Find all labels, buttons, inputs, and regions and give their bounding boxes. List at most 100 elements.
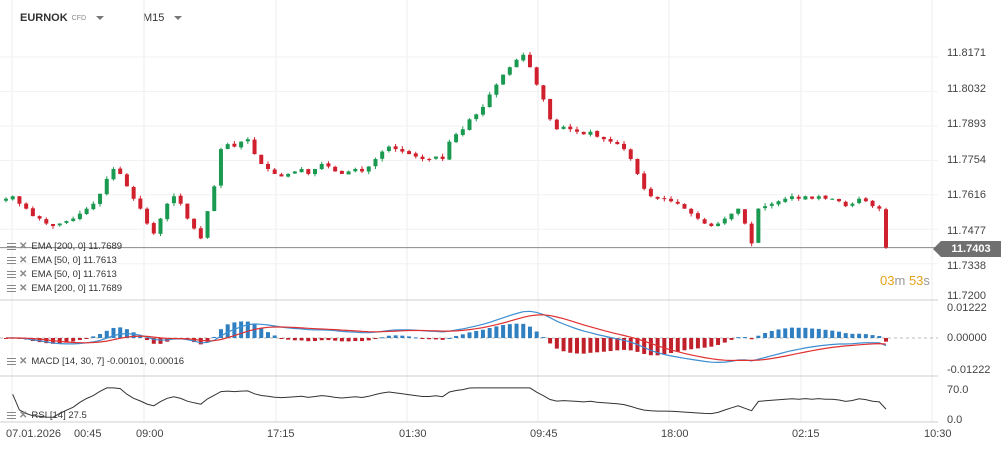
macd-histogram-bar [333,338,338,341]
candle-body [568,126,573,130]
candle-body [71,218,76,221]
chevron-down-icon[interactable] [96,16,105,21]
candle-body [272,169,277,174]
candle-body [77,213,82,220]
candle-body [212,186,217,212]
countdown-min-unit: m [894,273,906,288]
macd-histogram-bar [259,328,264,338]
macd-histogram-bar [319,338,324,341]
macd-histogram-bar [151,338,156,344]
candle-body [286,173,291,177]
overlay-ema-200-a[interactable]: ✕ EMA [200, 0] 11.7689 [7,241,122,252]
candle-body [622,143,627,150]
macd-histogram-bar [84,338,89,339]
macd-legend[interactable]: ✕ MACD [14, 30, 7] -0.00101, 0.00016 [7,356,184,367]
macd-histogram-bar [702,338,707,348]
countdown-minutes: 03 [880,273,895,288]
candle-body [789,196,794,200]
menu-icon[interactable] [7,243,16,250]
candle-body [232,143,237,147]
rsi-legend[interactable]: ✕ RSI [14] 27.5 [7,410,87,421]
candle-body [64,221,69,223]
candle-body [420,156,425,160]
candle-body [850,203,855,206]
menu-icon[interactable] [7,412,16,419]
macd-histogram-bar [655,338,660,356]
candle-body [319,164,324,170]
candle-body [218,149,223,186]
close-icon[interactable]: ✕ [19,241,28,252]
symbol-selector[interactable]: EURNOK CFD [20,12,105,24]
price-tick: 11.8032 [947,83,986,95]
close-icon[interactable]: ✕ [19,269,28,280]
candle-body [843,201,848,207]
close-icon[interactable]: ✕ [19,356,28,367]
macd-histogram-bar [413,337,418,339]
close-icon[interactable]: ✕ [19,283,28,294]
overlay-ema-50-a[interactable]: ✕ EMA [50, 0] 11.7613 [7,255,117,266]
macd-histogram-bar [709,338,714,347]
macd-histogram-bar [393,335,398,338]
candle-body [440,156,445,160]
candle-body [91,203,96,210]
candles [4,52,888,249]
candle-body [346,171,351,175]
overlay-ema-50-b[interactable]: ✕ EMA [50, 0] 11.7613 [7,269,117,280]
candle-body [467,119,472,130]
close-icon[interactable]: ✕ [19,255,28,266]
macd-histogram-bar [460,334,465,338]
macd-histogram-bar [400,335,405,338]
menu-icon[interactable] [7,285,16,292]
macd-histogram-bar [769,330,774,338]
candle-body [561,126,566,129]
candle-body [763,206,768,209]
time-tick: 01:30 [399,428,427,440]
candle-body [608,139,613,142]
candle-body [823,195,828,199]
candle-body [588,131,593,135]
macd-histogram-bar [138,335,143,338]
macd-histogram-bar [850,333,855,338]
current-price-badge: 11.7403 [933,241,1001,257]
macd-histogram-bar [588,338,593,353]
macd-histogram-bar [158,338,163,344]
macd-histogram-bar [104,330,109,338]
candle-body [407,151,412,155]
timeframe-selector[interactable]: M15 [143,12,183,24]
macd-histogram-bar [37,338,42,343]
macd-line [5,310,887,364]
macd-histogram-bar [380,337,385,339]
candle-body [884,209,888,248]
menu-icon[interactable] [7,271,16,278]
macd-histogram-bar [474,331,479,338]
rsi-pane [12,387,887,418]
price-tick: 11.7477 [947,225,986,237]
macd-histogram-bar [91,336,96,338]
candle-body [198,228,203,239]
chevron-down-icon[interactable] [174,16,183,21]
candle-body [299,168,304,173]
candle-body [158,218,163,234]
overlay-ema-200-b[interactable]: ✕ EMA [200, 0] 11.7689 [7,283,122,294]
macd-histogram-bar [803,327,808,338]
menu-icon[interactable] [7,257,16,264]
candle-body [863,198,868,202]
candle-body [742,209,747,224]
close-icon[interactable]: ✕ [19,410,28,421]
macd-histogram-bar [601,338,606,352]
candle-body [635,158,640,174]
candle-body [131,187,136,199]
timeframe-label: M15 [143,12,165,24]
time-tick: 07.01.2026 [6,428,62,440]
candle-body [313,168,318,175]
macd-histogram-bar [57,338,62,344]
macd-histogram-bar [742,337,747,339]
macd-histogram-bar [386,335,391,338]
candle-body [615,141,620,145]
macd-histogram-bar [360,338,365,342]
candle-body [171,196,176,204]
price-tick: 11.7200 [947,290,986,302]
menu-icon[interactable] [7,358,16,365]
candle-body [192,218,197,229]
